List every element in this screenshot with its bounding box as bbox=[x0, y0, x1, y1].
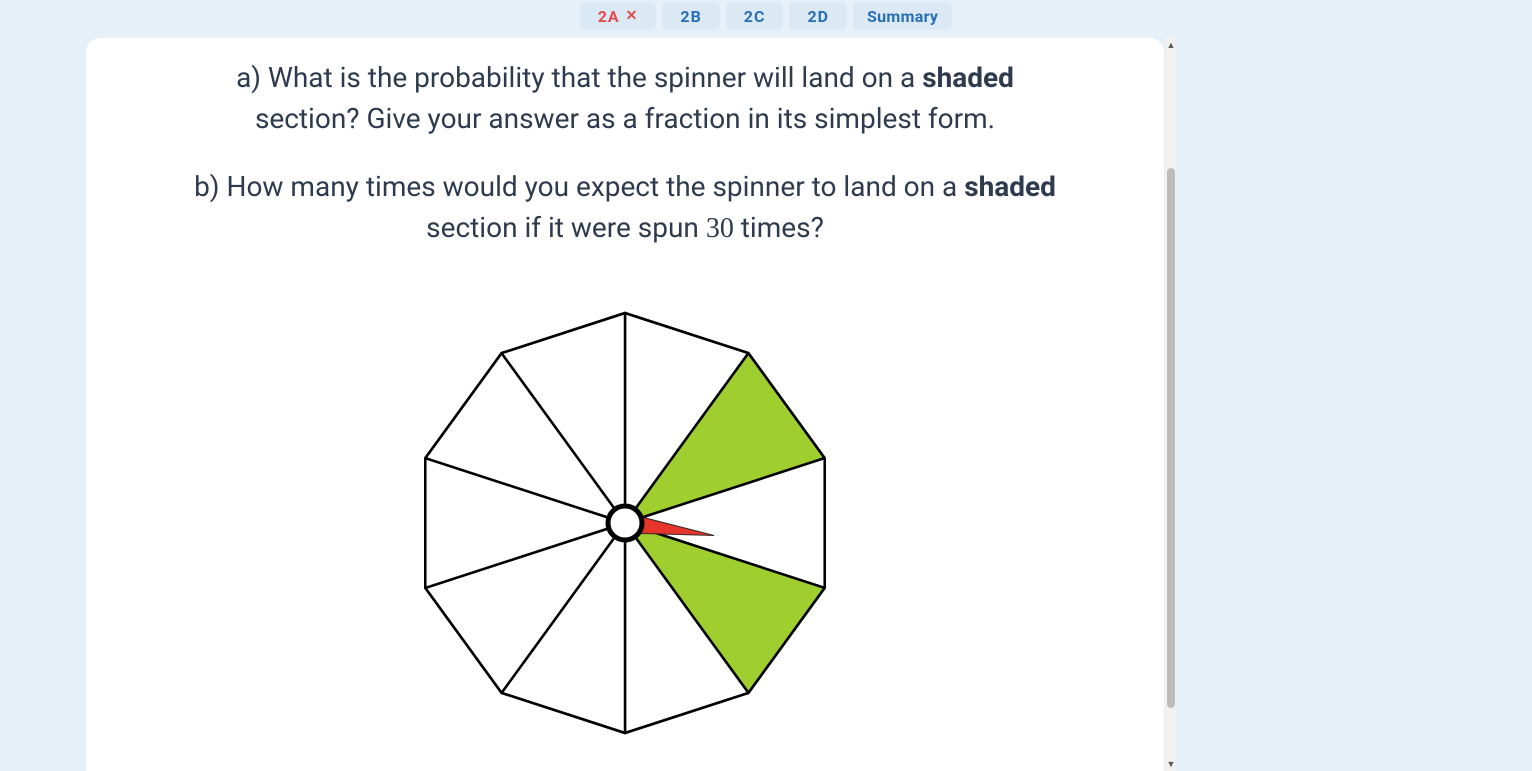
question-b-line2-pre: section if it were spun bbox=[426, 211, 706, 244]
tab-label: Summary bbox=[867, 7, 938, 26]
tab-label: 2B bbox=[680, 7, 701, 26]
question-b-count: 30 bbox=[706, 213, 734, 244]
scrollbar-thumb[interactable] bbox=[1167, 168, 1175, 708]
tab-2c[interactable]: 2C bbox=[726, 2, 784, 30]
spinner-diagram bbox=[385, 283, 865, 763]
spinner-hub bbox=[608, 506, 642, 540]
close-icon: ✕ bbox=[626, 8, 639, 24]
tab-label: 2C bbox=[744, 7, 766, 26]
question-card: a) What is the probability that the spin… bbox=[86, 38, 1164, 771]
scroll-down-arrow[interactable]: ▼ bbox=[1165, 757, 1177, 771]
question-b: b) How many times would you expect the s… bbox=[134, 167, 1116, 249]
question-b-line2-post: times? bbox=[734, 211, 824, 244]
question-a-line2: section? Give your answer as a fraction … bbox=[255, 102, 995, 135]
spinner-container bbox=[134, 283, 1116, 763]
tab-label: 2D bbox=[807, 7, 829, 26]
question-a-bold: shaded bbox=[922, 61, 1014, 94]
tab-2d[interactable]: 2D bbox=[789, 2, 847, 30]
scrollbar[interactable]: ▲ ▼ bbox=[1165, 38, 1177, 771]
scroll-up-arrow[interactable]: ▲ bbox=[1165, 38, 1177, 52]
tab-bar: 2A ✕ 2B 2C 2D Summary bbox=[0, 0, 1532, 30]
question-b-bold: shaded bbox=[964, 170, 1056, 203]
question-a: a) What is the probability that the spin… bbox=[134, 58, 1116, 139]
tab-2a[interactable]: 2A ✕ bbox=[580, 2, 657, 30]
tab-summary[interactable]: Summary bbox=[853, 2, 952, 30]
question-b-text: b) How many times would you expect the s… bbox=[194, 170, 964, 203]
question-a-text: a) What is the probability that the spin… bbox=[236, 61, 922, 94]
tab-label: 2A bbox=[598, 7, 620, 26]
tab-2b[interactable]: 2B bbox=[662, 2, 719, 30]
